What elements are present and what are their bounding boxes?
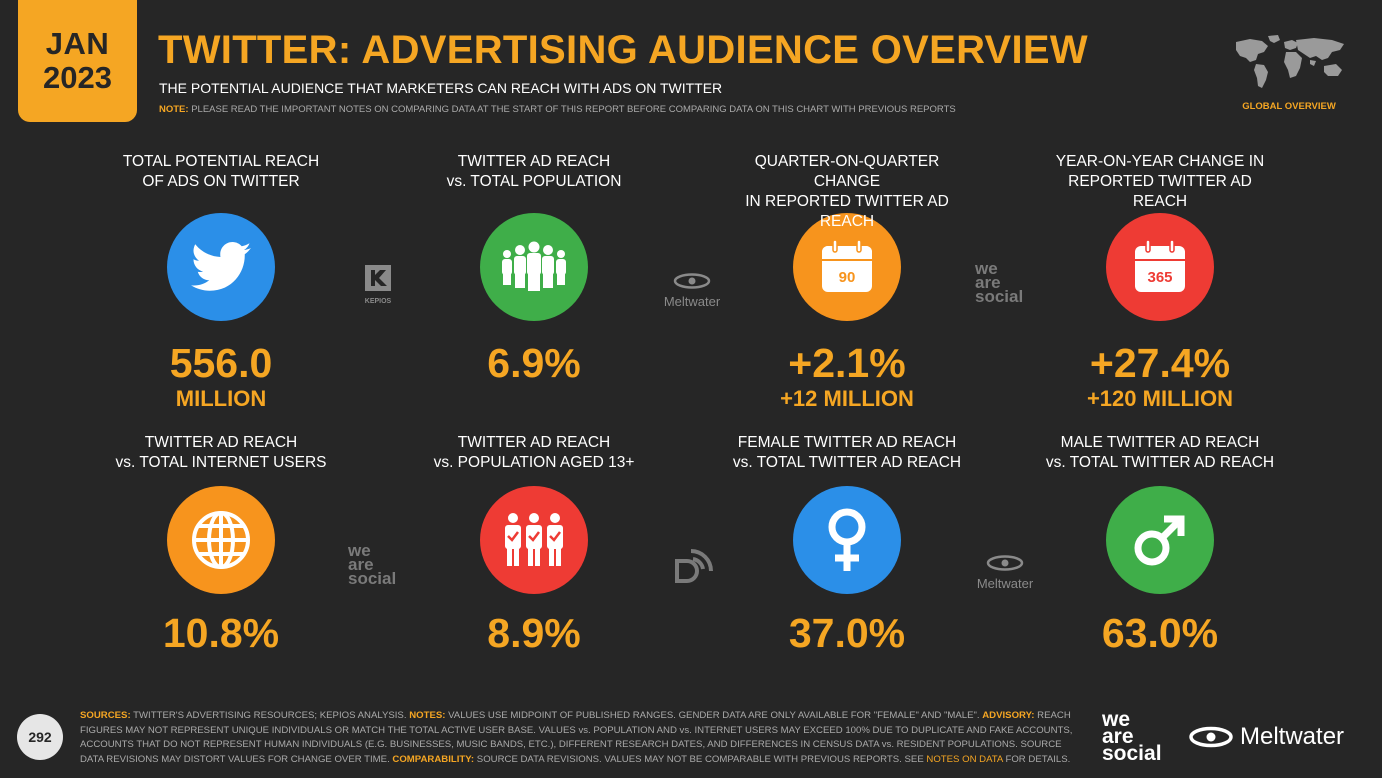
meltwater-logo-2: Meltwater bbox=[967, 555, 1043, 591]
calendar-90-icon: 90 bbox=[793, 213, 901, 321]
card-reach-vs-population: TWITTER AD REACH vs. TOTAL POPULATION 6.9… bbox=[414, 152, 654, 386]
card-label-line1: QUARTER-ON-QUARTER CHANGE bbox=[754, 153, 940, 190]
meltwater-icon bbox=[986, 555, 1024, 571]
card-reach-vs-13plus: TWITTER AD REACH vs. POPULATION AGED 13+ … bbox=[414, 433, 654, 656]
twitter-bird-icon bbox=[167, 213, 275, 321]
card-value: 6.9% bbox=[487, 340, 581, 386]
meltwater-brand: Meltwater bbox=[1188, 723, 1344, 751]
card-value: 10.8% bbox=[162, 610, 280, 656]
advisory-label: ADVISORY: bbox=[982, 710, 1035, 721]
card-female-reach: FEMALE TWITTER AD REACH vs. TOTAL TWITTER… bbox=[727, 433, 967, 656]
footer-notes: SOURCES: TWITTER'S ADVERTISING RESOURCES… bbox=[80, 709, 1075, 767]
date-badge: JAN 2023 bbox=[18, 0, 137, 122]
we-are-social-logo-2: we are social bbox=[348, 541, 418, 588]
badge-year: 2023 bbox=[43, 60, 112, 95]
card-subvalue: MILLION bbox=[175, 386, 267, 411]
advisory-text: REACH FIGURES MAY NOT REPRESENT UNIQUE I… bbox=[80, 710, 1073, 765]
note-label: NOTE: bbox=[159, 104, 189, 115]
card-subvalue: +12 MILLION bbox=[780, 386, 914, 411]
card-label-line2: vs. TOTAL INTERNET USERS bbox=[115, 454, 327, 471]
page-subtitle: THE POTENTIAL AUDIENCE THAT MARKETERS CA… bbox=[159, 80, 723, 96]
ws-we: we bbox=[975, 259, 998, 278]
sources-label: SOURCES: bbox=[80, 710, 131, 721]
card-label-line1: TOTAL POTENTIAL REACH bbox=[122, 153, 320, 170]
adults-check-icon bbox=[480, 486, 588, 594]
kepios-icon bbox=[365, 265, 391, 291]
card-label-line2: vs. POPULATION AGED 13+ bbox=[433, 454, 635, 471]
male-symbol-icon bbox=[1106, 486, 1214, 594]
notes-label: NOTES: bbox=[409, 710, 446, 721]
badge-month: JAN bbox=[45, 26, 110, 61]
globe-icon bbox=[167, 486, 275, 594]
card-reach-vs-internet: TWITTER AD REACH vs. TOTAL INTERNET USERS… bbox=[101, 433, 341, 656]
meltwater-logo-1: Meltwater bbox=[654, 273, 730, 309]
card-label-line1: MALE TWITTER AD REACH bbox=[1060, 434, 1260, 451]
ws-are: are bbox=[975, 273, 1001, 292]
datareportal-icon bbox=[675, 549, 713, 583]
card-value: +2.1% bbox=[788, 340, 906, 386]
brand-we: we bbox=[1102, 708, 1131, 731]
card-label-line1: TWITTER AD REACH bbox=[457, 434, 611, 451]
card-label-line2: REPORTED TWITTER AD REACH bbox=[1068, 173, 1252, 210]
calendar-365-icon: 365 bbox=[1106, 213, 1214, 321]
card-label-line1: FEMALE TWITTER AD REACH bbox=[737, 434, 957, 451]
brand-meltwater: Meltwater bbox=[1240, 723, 1345, 750]
meltwater-icon bbox=[673, 273, 711, 289]
page-title: TWITTER: ADVERTISING AUDIENCE OVERVIEW bbox=[158, 28, 1088, 72]
card-label-line1: TWITTER AD REACH bbox=[144, 434, 298, 451]
card-value: 63.0% bbox=[1101, 610, 1219, 656]
datareportal-logo bbox=[672, 543, 716, 588]
card-value: 8.9% bbox=[487, 610, 581, 656]
notes-on-data-link[interactable]: NOTES ON DATA bbox=[926, 753, 1003, 765]
card-value: 556.0 bbox=[169, 340, 273, 386]
sources-text: TWITTER'S ADVERTISING RESOURCES; KEPIOS … bbox=[133, 710, 407, 721]
ws-social: social bbox=[348, 569, 397, 588]
brand-are: are bbox=[1102, 725, 1134, 748]
card-label-line1: YEAR-ON-YEAR CHANGE IN bbox=[1055, 153, 1265, 170]
notes-text: VALUES USE MIDPOINT OF PUBLISHED RANGES.… bbox=[448, 710, 980, 721]
card-yoy-change: YEAR-ON-YEAR CHANGE IN REPORTED TWITTER A… bbox=[1040, 152, 1280, 412]
card-label-line2: IN REPORTED TWITTER AD REACH bbox=[745, 193, 949, 230]
ws-are: are bbox=[348, 555, 374, 574]
meltwater-text: Meltwater bbox=[976, 576, 1034, 591]
kepios-text: KEPIOS bbox=[364, 298, 392, 305]
card-label-line2: vs. TOTAL TWITTER AD REACH bbox=[732, 454, 962, 471]
card-label-line2: vs. TOTAL TWITTER AD REACH bbox=[1045, 454, 1275, 471]
ws-social: social bbox=[975, 287, 1024, 306]
card-total-reach: TOTAL POTENTIAL REACH OF ADS ON TWITTER 5… bbox=[101, 152, 341, 412]
footer-end-text: FOR DETAILS. bbox=[1005, 753, 1071, 765]
card-value: +27.4% bbox=[1089, 340, 1231, 386]
world-map-icon bbox=[1236, 35, 1344, 88]
kepios-logo: KEPIOS bbox=[360, 263, 396, 305]
card-label-line2: vs. TOTAL POPULATION bbox=[446, 173, 622, 190]
calendar-number: 365 bbox=[1147, 269, 1172, 286]
comparability-label: COMPARABILITY: bbox=[392, 753, 475, 765]
meltwater-brand-icon bbox=[1189, 726, 1233, 748]
meltwater-text: Meltwater bbox=[663, 294, 721, 309]
card-label-line2: OF ADS ON TWITTER bbox=[142, 173, 300, 190]
note-text: PLEASE READ THE IMPORTANT NOTES ON COMPA… bbox=[191, 104, 956, 115]
card-male-reach: MALE TWITTER AD REACH vs. TOTAL TWITTER A… bbox=[1040, 433, 1280, 656]
page-number: 292 bbox=[17, 714, 63, 760]
card-subvalue: +120 MILLION bbox=[1086, 386, 1234, 411]
header-note: NOTE: PLEASE READ THE IMPORTANT NOTES ON… bbox=[159, 104, 956, 115]
global-overview-label: GLOBAL OVERVIEW bbox=[1242, 101, 1336, 112]
card-value: 37.0% bbox=[788, 610, 906, 656]
card-qoq-change: QUARTER-ON-QUARTER CHANGE IN REPORTED TWI… bbox=[727, 152, 967, 412]
we-are-social-brand: we are social bbox=[1102, 708, 1162, 765]
ws-we: we bbox=[348, 541, 371, 560]
people-group-icon bbox=[480, 213, 588, 321]
calendar-number: 90 bbox=[839, 269, 856, 286]
card-label-line1: TWITTER AD REACH bbox=[457, 153, 611, 170]
female-symbol-icon bbox=[793, 486, 901, 594]
comparability-text: SOURCE DATA REVISIONS. VALUES MAY NOT BE… bbox=[476, 753, 924, 765]
we-are-social-logo-1: we are social bbox=[975, 259, 1045, 306]
brand-social: social bbox=[1102, 742, 1162, 765]
